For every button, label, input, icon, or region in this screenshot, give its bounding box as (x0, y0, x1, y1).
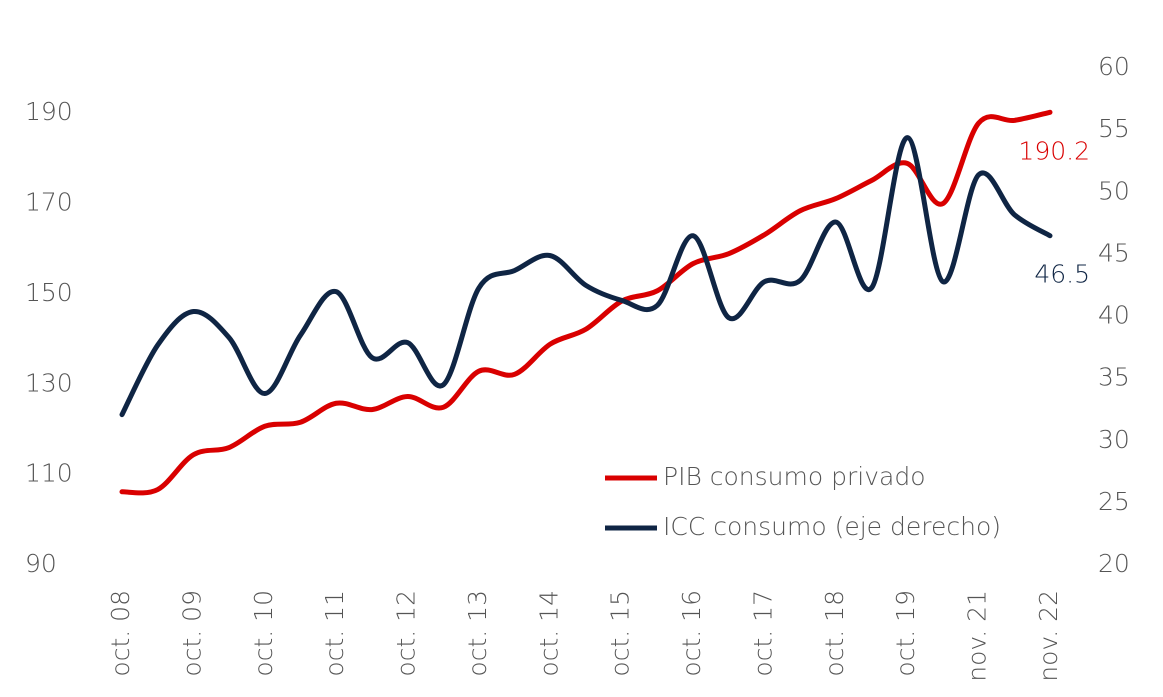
y-tick-label: 110 (25, 459, 73, 488)
x-tick-label: oct. 14 (534, 590, 563, 677)
x-tick-label: oct. 13 (463, 590, 492, 677)
line (119, 135, 1053, 418)
x-tick-label: nov. 21 (963, 590, 992, 682)
y-tick-label: 130 (25, 368, 73, 397)
y-tick-label: 150 (25, 278, 73, 307)
data-label: 190.2 (1018, 136, 1090, 165)
legend-label: ICC consumo (eje derecho) (663, 512, 1001, 541)
y2-tick-label: 35 (1098, 363, 1130, 392)
y2-tick-label: 45 (1098, 238, 1130, 267)
y-tick-label: 190 (25, 97, 73, 126)
y-tick-label: 90 (25, 549, 57, 578)
x-tick-label: oct. 16 (677, 590, 706, 677)
x-tick-label: oct. 11 (320, 590, 349, 677)
y-tick-label: 170 (25, 188, 73, 217)
y2-tick-label: 40 (1098, 301, 1130, 330)
x-tick-label: oct. 12 (392, 590, 421, 677)
x-tick-label: oct. 17 (748, 590, 777, 677)
x-tick-label: nov. 22 (1034, 590, 1063, 682)
y2-tick-label: 60 (1098, 52, 1130, 81)
x-tick-label: oct. 19 (891, 590, 920, 677)
legend-label: PIB consumo privado (663, 462, 926, 491)
x-tick-label: oct. 10 (249, 590, 278, 677)
data-label: 46.5 (1034, 260, 1090, 289)
x-tick-label: oct. 09 (177, 590, 206, 677)
y2-tick-label: 55 (1098, 114, 1130, 143)
x-tick-label: oct. 15 (606, 590, 635, 677)
y2-tick-label: 25 (1098, 487, 1130, 516)
y2-tick-label: 50 (1098, 176, 1130, 205)
x-tick-label: oct. 08 (106, 590, 135, 677)
x-tick-label: oct. 18 (820, 590, 849, 677)
line (119, 109, 1053, 496)
y2-tick-label: 30 (1098, 425, 1130, 454)
y2-tick-label: 20 (1098, 549, 1130, 578)
